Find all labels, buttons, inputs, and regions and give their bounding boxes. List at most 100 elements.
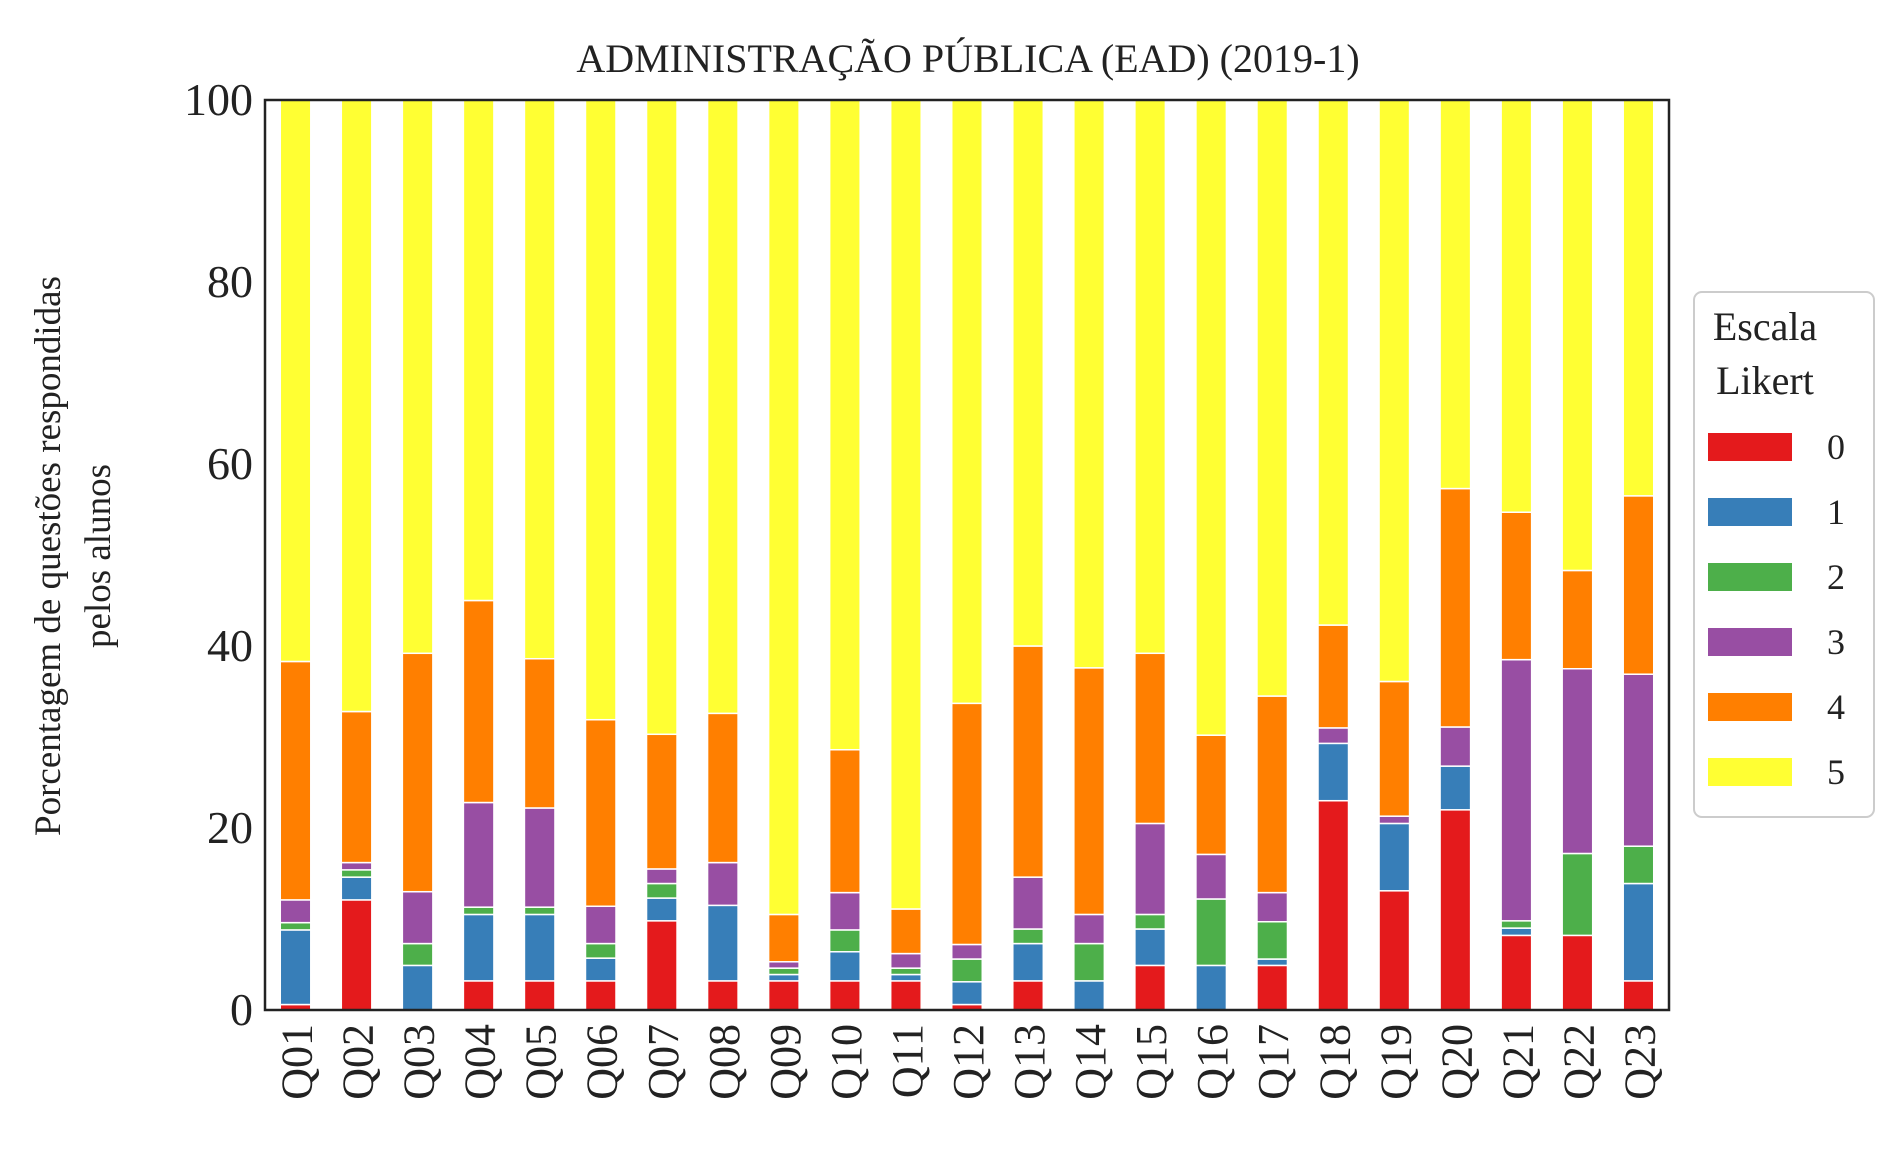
bar-segment-q05-5	[523, 99, 556, 660]
bar-segment-q03-1	[401, 964, 434, 1011]
bar-segment-q15-5	[1134, 99, 1167, 655]
bar-segment-q20-1	[1439, 765, 1472, 811]
bar-segment-q02-1	[340, 876, 373, 901]
x-tick-label-q07: Q07	[639, 1024, 688, 1100]
bar-segment-q01-1	[279, 929, 312, 1006]
bar-segment-q11-0	[889, 980, 922, 1011]
bar-segment-q10-0	[828, 980, 861, 1011]
bar-segment-q13-5	[1012, 99, 1045, 647]
bars	[279, 99, 1655, 1011]
bar-segment-q07-1	[645, 897, 678, 922]
bar-segment-q20-3	[1439, 726, 1472, 767]
x-tick-label-q08: Q08	[700, 1024, 749, 1100]
x-tick-label-q01: Q01	[273, 1024, 322, 1100]
y-axis-ticks: 0 20 40 60 80 100	[184, 74, 253, 1035]
bar-segment-q16-3	[1195, 853, 1228, 900]
bar-segment-q02-3	[340, 861, 373, 871]
bar-segment-q18-4	[1317, 624, 1350, 729]
x-tick-label-q18: Q18	[1310, 1024, 1359, 1100]
y-tick-label: 20	[207, 802, 253, 853]
bar-segment-q13-2	[1012, 928, 1045, 945]
bar-segment-q10-5	[828, 99, 861, 751]
bar-segment-q13-3	[1012, 876, 1045, 930]
x-tick-label-q23: Q23	[1615, 1024, 1664, 1100]
x-tick-label-q06: Q06	[578, 1024, 627, 1100]
bar-segment-q20-0	[1439, 809, 1472, 1011]
y-tick-label: 40	[207, 620, 253, 671]
bar-segment-q23-2	[1622, 845, 1655, 885]
bar-segment-q14-3	[1073, 913, 1106, 945]
bar-segment-q12-1	[950, 981, 984, 1006]
bar-segment-q04-5	[462, 99, 495, 602]
x-tick-label-q12: Q12	[944, 1024, 993, 1100]
bar-segment-q12-4	[950, 702, 984, 946]
bar-segment-q04-0	[462, 980, 495, 1011]
x-tick-label-q22: Q22	[1554, 1024, 1603, 1100]
bar-segment-q04-3	[462, 801, 495, 908]
bar-segment-q03-4	[401, 652, 434, 893]
bar-segment-q14-5	[1073, 99, 1106, 669]
bar-segment-q18-5	[1317, 99, 1350, 626]
bar-segment-q21-3	[1500, 658, 1533, 922]
bar-segment-q13-1	[1012, 942, 1045, 982]
bar-segment-q09-2	[767, 967, 800, 976]
x-tick-label-q04: Q04	[456, 1024, 505, 1100]
y-axis-label: Porcentagem de questões respondidas pelo…	[28, 276, 119, 836]
bar-segment-q11-5	[889, 99, 922, 910]
bar-segment-q19-4	[1378, 680, 1411, 817]
bar-segment-q17-1	[1256, 958, 1289, 967]
bar-segment-q03-3	[401, 890, 434, 945]
bar-segment-q07-2	[645, 882, 678, 899]
legend-items: 0 1 2 3 4 5	[1708, 427, 1845, 792]
bar-segment-q18-0	[1317, 799, 1350, 1011]
bar-segment-q12-2	[950, 958, 984, 983]
bar-segment-q21-1	[1500, 927, 1533, 937]
bar-segment-q10-1	[828, 951, 861, 982]
bar-segment-q23-1	[1622, 882, 1655, 982]
bar-segment-q04-2	[462, 906, 495, 916]
bar-segment-q23-4	[1622, 495, 1655, 675]
bar-segment-q13-0	[1012, 980, 1045, 1011]
bar-segment-q17-2	[1256, 920, 1289, 960]
bar-segment-q18-3	[1317, 727, 1350, 745]
bar-segment-q08-4	[706, 712, 739, 864]
x-tick-label-q21: Q21	[1493, 1024, 1542, 1100]
bar-segment-q09-4	[767, 913, 800, 963]
bar-segment-q14-4	[1073, 667, 1106, 916]
bar-segment-q07-4	[645, 733, 678, 870]
bar-segment-q06-4	[584, 718, 617, 908]
legend-swatch-5	[1708, 758, 1792, 786]
bar-segment-q08-5	[706, 99, 739, 715]
bar-segment-q16-1	[1195, 964, 1228, 1011]
bar-segment-q08-3	[706, 861, 739, 907]
bar-segment-q22-3	[1561, 668, 1594, 855]
x-tick-label-q15: Q15	[1127, 1024, 1176, 1100]
bar-segment-q19-3	[1378, 815, 1411, 825]
bar-segment-q07-0	[645, 920, 678, 1011]
bar-segment-q06-2	[584, 942, 617, 959]
x-tick-label-q17: Q17	[1249, 1024, 1298, 1100]
bar-segment-q09-1	[767, 973, 800, 982]
bar-segment-q09-5	[767, 99, 800, 916]
bar-segment-q05-2	[523, 906, 556, 916]
bar-segment-q19-5	[1378, 99, 1411, 683]
y-axis-label-line-2: pelos alunos	[78, 464, 119, 648]
legend-label-2: 2	[1827, 557, 1845, 597]
bar-segment-q20-4	[1439, 487, 1472, 728]
y-tick-label: 0	[230, 984, 253, 1035]
bar-segment-q15-3	[1134, 822, 1167, 916]
bar-segment-q15-0	[1134, 964, 1167, 1011]
bar-segment-q21-0	[1500, 934, 1533, 1011]
y-tick-label: 60	[207, 438, 253, 489]
bar-segment-q09-3	[767, 961, 800, 969]
bar-segment-q08-0	[706, 980, 739, 1011]
x-tick-label-q14: Q14	[1066, 1024, 1115, 1100]
bar-segment-q07-5	[645, 99, 678, 736]
bar-segment-q03-5	[401, 99, 434, 655]
bar-segment-q11-3	[889, 952, 922, 969]
legend-label-4: 4	[1827, 687, 1845, 727]
bar-segment-q01-2	[279, 921, 312, 931]
bar-segment-q06-0	[584, 980, 617, 1011]
bar-segment-q12-5	[950, 99, 984, 705]
bar-segment-q02-2	[340, 869, 373, 878]
